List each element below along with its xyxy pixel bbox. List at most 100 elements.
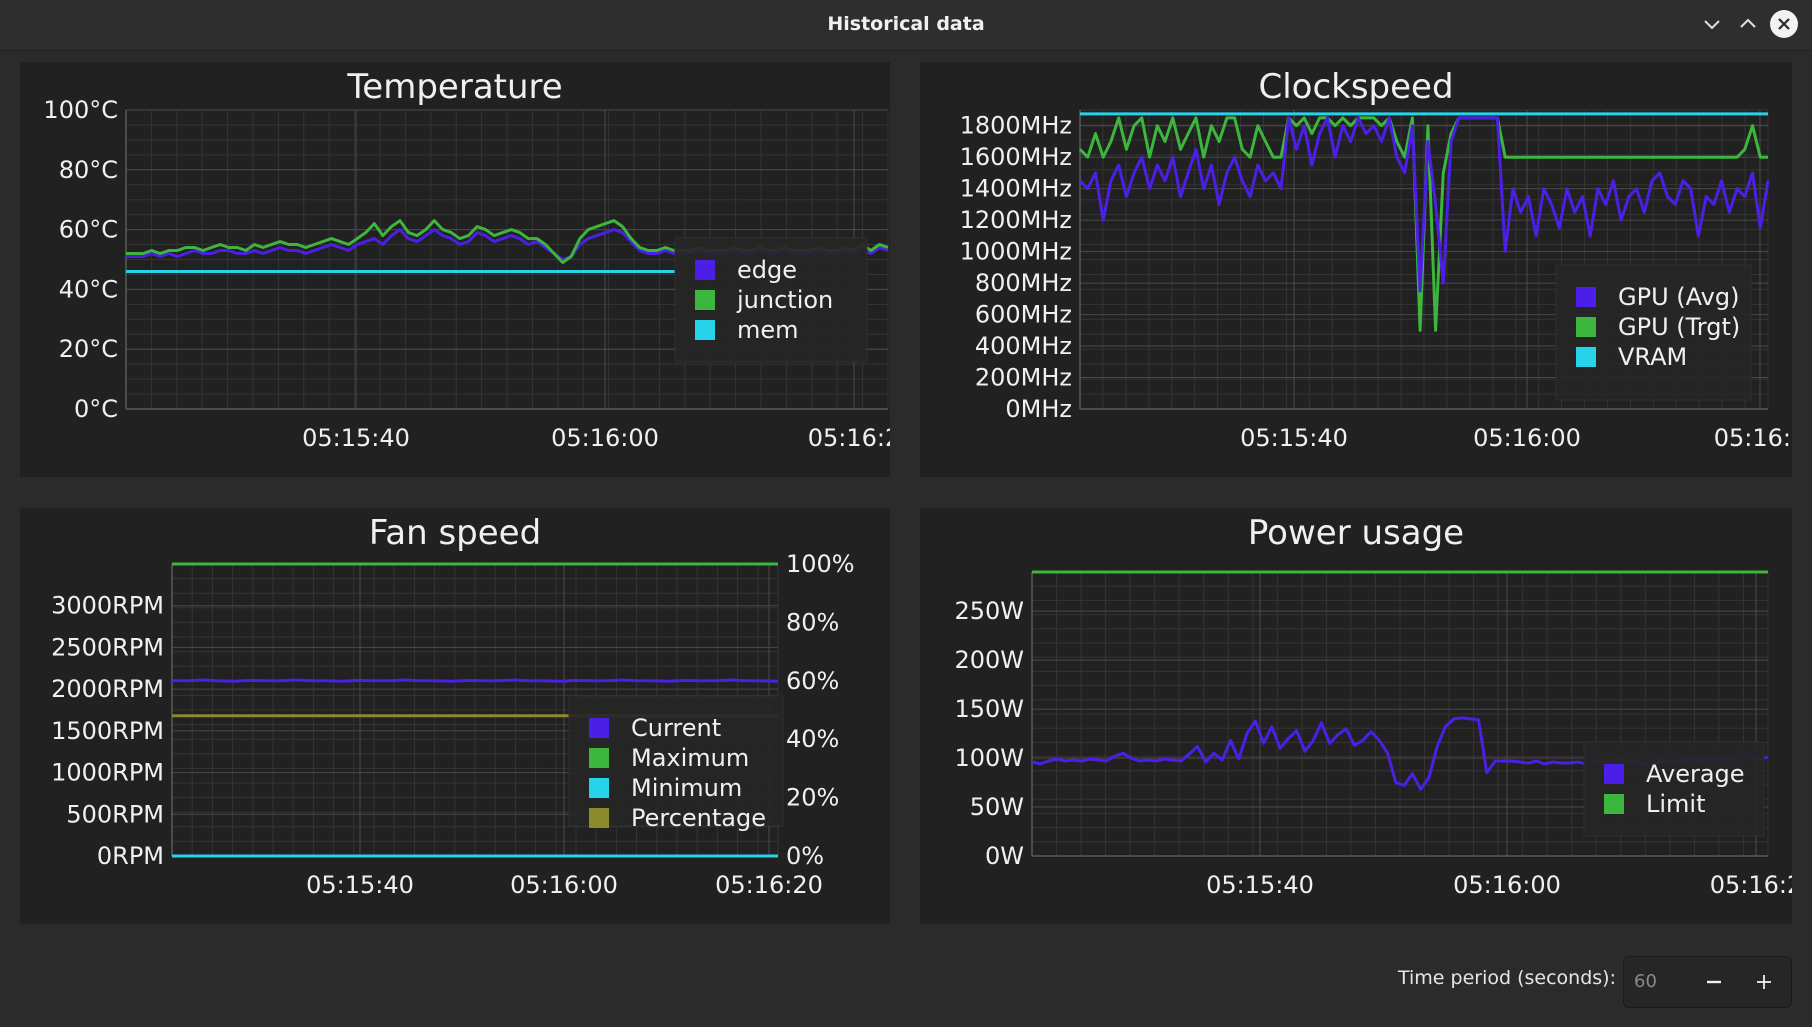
power-legend-label: Limit	[1646, 790, 1706, 818]
power-legend-label: Average	[1646, 760, 1745, 788]
temperature-x-tick: 05:16:2	[808, 424, 890, 452]
temperature-y-tick: 20°C	[59, 335, 118, 363]
fanspeed-y-tick: 1500RPM	[51, 717, 164, 745]
power-y-tick: 250W	[954, 597, 1024, 625]
chevron-up-icon	[1740, 18, 1756, 28]
fanspeed-legend-swatch	[589, 748, 609, 768]
temperature-y-tick: 40°C	[59, 275, 118, 303]
clockspeed-y-tick: 200MHz	[975, 364, 1072, 392]
fanspeed-legend-swatch	[589, 718, 609, 738]
clockspeed-y-tick: 400MHz	[975, 332, 1072, 360]
clockspeed-y-tick: 1800MHz	[960, 112, 1072, 140]
clockspeed-legend-swatch	[1576, 347, 1596, 367]
close-icon	[1778, 18, 1790, 30]
clockspeed-y-tick: 1000MHz	[960, 238, 1072, 266]
clockspeed-legend-label: VRAM	[1618, 343, 1687, 371]
fanspeed-y-tick: 3000RPM	[51, 592, 164, 620]
fanspeed-title: Fan speed	[369, 513, 541, 553]
fanspeed-y-tick: 2000RPM	[51, 675, 164, 703]
temperature-y-tick: 100°C	[43, 96, 118, 124]
temperature-chart: Temperature 0°C 20°C 40°C 60°C 80°C 100°C 05:15…	[43, 67, 890, 452]
clockspeed-legend-swatch	[1576, 287, 1596, 307]
minimize-button[interactable]	[1698, 10, 1726, 38]
fanspeed-chart: Fan speed 0RPM 500RPM 1000RPM 1500RPM 2000RPM…	[51, 513, 855, 899]
time-period-spinbox[interactable]: 60	[1623, 956, 1792, 1008]
fanspeed-legend-swatch	[589, 808, 609, 828]
power-y-tick: 200W	[954, 646, 1024, 674]
title-bar: Historical data	[0, 0, 1812, 51]
maximize-button[interactable]	[1734, 10, 1762, 38]
fanspeed-y2-tick: 100%	[786, 550, 855, 578]
fanspeed-legend-swatch	[589, 778, 609, 798]
clockspeed-legend-label: GPU (Trgt)	[1618, 313, 1740, 341]
temperature-legend-label: edge	[737, 256, 797, 284]
fanspeed-y2-tick: 40%	[786, 725, 839, 753]
fanspeed-y-tick: 2500RPM	[51, 633, 164, 661]
temperature-legend-swatch	[695, 260, 715, 280]
clockspeed-chart-card: Clockspeed 0MHz 200MHz 400MHz 600MHz 800MHz 10…	[920, 62, 1792, 477]
clockspeed-y-tick: 1600MHz	[960, 143, 1072, 171]
clockspeed-x-tick: 05:16:2	[1714, 424, 1792, 452]
clockspeed-y-tick: 1400MHz	[960, 175, 1072, 203]
clockspeed-legend-label: GPU (Avg)	[1618, 283, 1739, 311]
power-legend-swatch	[1604, 794, 1624, 814]
power-title: Power usage	[1248, 513, 1464, 553]
clockspeed-legend-swatch	[1576, 317, 1596, 337]
increment-button[interactable]	[1744, 963, 1784, 1001]
temperature-y-tick: 80°C	[59, 156, 118, 184]
temperature-legend-label: junction	[736, 286, 833, 314]
fanspeed-y2-tick: 60%	[786, 667, 839, 695]
time-period-label: Time period (seconds):	[1398, 967, 1616, 989]
clockspeed-y-tick: 0MHz	[1005, 395, 1072, 423]
fanspeed-y-tick: 500RPM	[66, 800, 164, 828]
temperature-y-tick: 0°C	[74, 395, 118, 423]
power-x-tick: 05:16:2	[1710, 871, 1792, 899]
clockspeed-title: Clockspeed	[1258, 67, 1453, 107]
fanspeed-x-tick: 05:15:40	[306, 871, 414, 899]
fanspeed-series-current	[172, 678, 779, 683]
window-title: Historical data	[827, 13, 985, 35]
power-chart: Power usage 0W 50W 100W 150W 200W 250W 05:15:40…	[954, 513, 1792, 899]
clockspeed-x-tick: 05:16:00	[1473, 424, 1581, 452]
power-y-tick: 150W	[954, 695, 1024, 723]
fanspeed-legend-label: Percentage	[631, 804, 766, 832]
temperature-legend-swatch	[695, 320, 715, 340]
fanspeed-legend-label: Minimum	[631, 774, 742, 802]
power-x-tick: 05:16:00	[1453, 871, 1561, 899]
fanspeed-legend-label: Current	[631, 714, 721, 742]
fanspeed-legend-label: Maximum	[631, 744, 749, 772]
clockspeed-y-tick: 800MHz	[975, 269, 1072, 297]
temperature-chart-card: Temperature 0°C 20°C 40°C 60°C 80°C 100°C 05:15…	[20, 62, 890, 477]
temperature-legend-label: mem	[737, 316, 799, 344]
power-legend-swatch	[1604, 764, 1624, 784]
clockspeed-legend: GPU (Avg)GPU (Trgt)VRAM	[1555, 264, 1752, 401]
clockspeed-chart: Clockspeed 0MHz 200MHz 400MHz 600MHz 800MHz 10…	[960, 67, 1792, 452]
decrement-button[interactable]	[1694, 963, 1734, 1001]
clockspeed-y-tick: 1200MHz	[960, 206, 1072, 234]
fanspeed-y2-tick: 20%	[786, 784, 839, 812]
power-y-tick: 100W	[954, 744, 1024, 772]
temperature-legend-swatch	[695, 290, 715, 310]
plus-icon	[1757, 975, 1771, 989]
power-chart-card: Power usage 0W 50W 100W 150W 200W 250W 05:15:40…	[920, 508, 1792, 924]
temperature-title: Temperature	[346, 67, 562, 107]
temperature-x-tick: 05:16:00	[551, 424, 659, 452]
clockspeed-y-tick: 600MHz	[975, 301, 1072, 329]
power-y-tick: 0W	[985, 842, 1024, 870]
chevron-down-icon	[1704, 20, 1720, 30]
fanspeed-chart-card: Fan speed 0RPM 500RPM 1000RPM 1500RPM 2000RPM…	[20, 508, 890, 924]
clockspeed-series-gpu-avg-	[1078, 116, 1770, 293]
time-period-input[interactable]: 60	[1634, 971, 1657, 992]
temperature-y-tick: 60°C	[59, 216, 118, 244]
fanspeed-y-tick: 0RPM	[97, 842, 164, 870]
fanspeed-x-tick: 05:16:00	[510, 871, 618, 899]
fanspeed-x-tick: 05:16:20	[715, 871, 823, 899]
clockspeed-x-tick: 05:15:40	[1240, 424, 1348, 452]
fanspeed-y-tick: 1000RPM	[51, 759, 164, 787]
minus-icon	[1707, 980, 1721, 984]
fanspeed-y2-tick: 0%	[786, 842, 824, 870]
close-button[interactable]	[1770, 10, 1798, 38]
